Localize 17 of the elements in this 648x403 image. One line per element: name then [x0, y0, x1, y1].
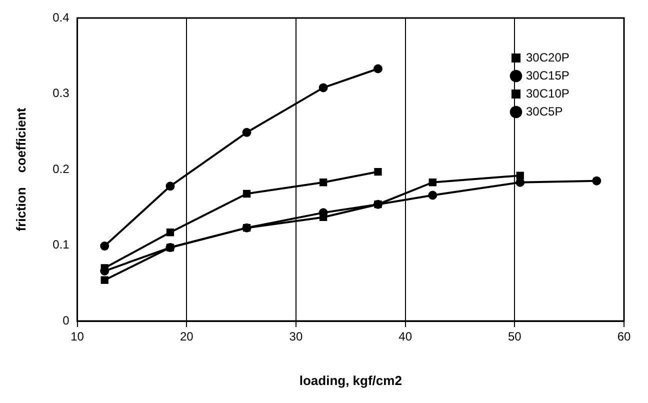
- y-tick-label: 0: [62, 313, 70, 328]
- y-tick-label: 0.3: [52, 86, 70, 100]
- y-axis-title: friction coefficient: [13, 107, 28, 232]
- x-tick-label: 40: [398, 330, 412, 344]
- legend-label: 30C20P: [526, 50, 570, 64]
- x-tick-label: 50: [508, 330, 522, 344]
- x-tick-label: 20: [180, 330, 194, 344]
- x-tick-label: 10: [70, 330, 84, 344]
- legend-label: 30C15P: [526, 68, 570, 82]
- x-tick-label: 30: [289, 330, 303, 344]
- x-tick-label: 60: [617, 330, 631, 344]
- y-tick-label: 0.2: [52, 162, 70, 176]
- y-tick-label: 0.4: [52, 10, 70, 24]
- legend-label: 30C5P: [526, 104, 563, 118]
- y-tick-label: 0.1: [52, 238, 70, 252]
- legend-label: 30C10P: [526, 86, 570, 100]
- x-axis-title: loading, kgf/cm2: [299, 372, 402, 388]
